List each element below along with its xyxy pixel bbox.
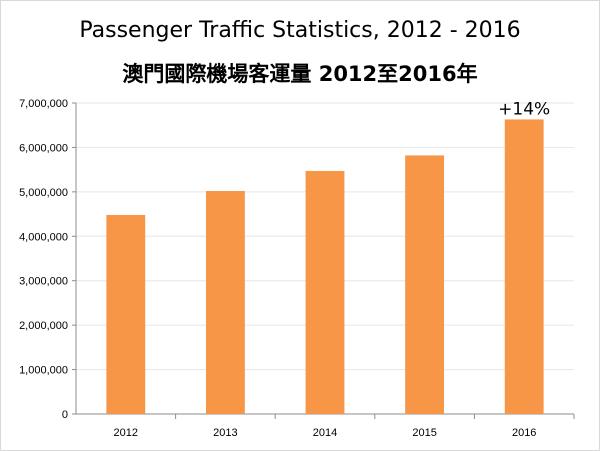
- x-tick-label: 2016: [512, 427, 536, 439]
- bar-2016: [504, 119, 544, 414]
- y-tick-label: 6,000,000: [19, 142, 68, 154]
- y-tick-label: 1,000,000: [19, 365, 68, 377]
- x-tick-label: 2012: [114, 427, 138, 439]
- y-tick-label: 7,000,000: [19, 98, 68, 110]
- labels: 0 1,000,000 2,000,000 3,000,000 4,000,000 5,0…: [19, 98, 550, 439]
- y-tick-label: 5,000,000: [19, 187, 68, 199]
- x-tick-label: 2015: [412, 427, 436, 439]
- bar-2012: [106, 214, 146, 414]
- bars: [106, 119, 544, 414]
- x-tick-label: 2014: [313, 427, 337, 439]
- bar-2014: [305, 170, 345, 414]
- bar-2013: [205, 190, 245, 414]
- y-tick-label: 3,000,000: [19, 276, 68, 288]
- x-tick-label: 2013: [213, 427, 237, 439]
- y-tick-label: 0: [62, 409, 68, 421]
- y-tick-label: 4,000,000: [19, 231, 68, 243]
- annotation-label: +14%: [498, 99, 550, 119]
- bar-2015: [405, 155, 445, 414]
- chart-title: Passenger Traffic Statistics, 2012 - 201…: [79, 18, 521, 43]
- y-tick-label: 2,000,000: [19, 320, 68, 332]
- chart-subtitle: 澳門國際機場客運量 2012至2016年: [122, 62, 478, 86]
